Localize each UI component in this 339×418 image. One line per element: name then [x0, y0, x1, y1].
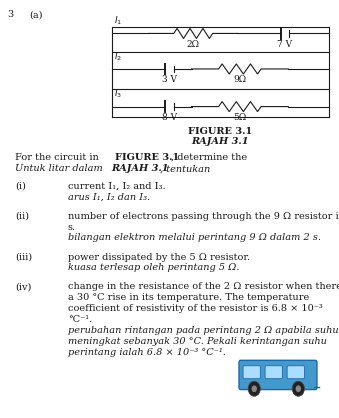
- Text: bilangan elektron melalui perintang 9 Ω dalam 2 s.: bilangan elektron melalui perintang 9 Ω …: [68, 234, 321, 242]
- Text: perubahan rintangan pada perintang 2 Ω apabila suhunya: perubahan rintangan pada perintang 2 Ω a…: [68, 326, 339, 335]
- Text: 3: 3: [7, 10, 13, 20]
- Text: °C⁻¹.: °C⁻¹.: [68, 315, 92, 324]
- Text: 2Ω: 2Ω: [187, 40, 200, 49]
- Text: s.: s.: [68, 223, 76, 232]
- Text: (a): (a): [29, 10, 42, 20]
- Text: kuasa terlesap oleh perintang 5 Ω.: kuasa terlesap oleh perintang 5 Ω.: [68, 263, 239, 273]
- Text: a 30 °C rise in its temperature. The temperature: a 30 °C rise in its temperature. The tem…: [68, 293, 309, 302]
- Text: 8 V: 8 V: [162, 113, 177, 122]
- Text: For the circuit in: For the circuit in: [15, 153, 102, 162]
- Circle shape: [248, 381, 260, 396]
- FancyBboxPatch shape: [287, 366, 304, 379]
- Text: (i): (i): [15, 182, 26, 191]
- Text: change in the resistance of the 2 Ω resistor when there is: change in the resistance of the 2 Ω resi…: [68, 283, 339, 291]
- Text: current I₁, I₂ and I₃.: current I₁, I₂ and I₃.: [68, 182, 165, 191]
- Text: Untuk litar dalam: Untuk litar dalam: [15, 164, 106, 173]
- Text: 9Ω: 9Ω: [233, 75, 246, 84]
- Text: coefficient of resistivity of the resistor is 6.8 × 10⁻³: coefficient of resistivity of the resist…: [68, 304, 322, 313]
- Text: $I_2$: $I_2$: [114, 50, 122, 63]
- Circle shape: [292, 381, 304, 396]
- FancyBboxPatch shape: [239, 360, 317, 390]
- Text: RAJAH 3.1: RAJAH 3.1: [192, 137, 249, 146]
- Text: perintang ialah 6.8 × 10⁻³ °C⁻¹.: perintang ialah 6.8 × 10⁻³ °C⁻¹.: [68, 348, 226, 357]
- Text: $I_3$: $I_3$: [114, 88, 122, 100]
- Text: $I_1$: $I_1$: [114, 15, 122, 27]
- Circle shape: [296, 385, 301, 392]
- Text: FIGURE 3.1: FIGURE 3.1: [115, 153, 179, 162]
- Text: 7 V: 7 V: [277, 40, 292, 49]
- Text: , tentukan: , tentukan: [160, 164, 210, 173]
- Text: FIGURE 3.1: FIGURE 3.1: [188, 127, 253, 136]
- Text: number of electrons passing through the 9 Ω resistor in 2: number of electrons passing through the …: [68, 212, 339, 221]
- Text: meningkat sebanyak 30 °C. Pekali kerintangan suhu: meningkat sebanyak 30 °C. Pekali kerinta…: [68, 337, 327, 346]
- Text: 5Ω: 5Ω: [233, 113, 246, 122]
- FancyBboxPatch shape: [243, 366, 260, 379]
- FancyBboxPatch shape: [265, 366, 282, 379]
- Text: , determine the: , determine the: [171, 153, 247, 162]
- Text: power dissipated by the 5 Ω resistor.: power dissipated by the 5 Ω resistor.: [68, 252, 250, 262]
- Text: 3 V: 3 V: [162, 75, 177, 84]
- Text: arus I₁, I₂ dan I₃.: arus I₁, I₂ dan I₃.: [68, 193, 150, 202]
- Text: RAJAH 3.1: RAJAH 3.1: [111, 164, 169, 173]
- Text: (ii): (ii): [15, 212, 29, 221]
- Text: (iii): (iii): [15, 252, 33, 262]
- Text: (iv): (iv): [15, 283, 32, 291]
- Circle shape: [252, 385, 257, 392]
